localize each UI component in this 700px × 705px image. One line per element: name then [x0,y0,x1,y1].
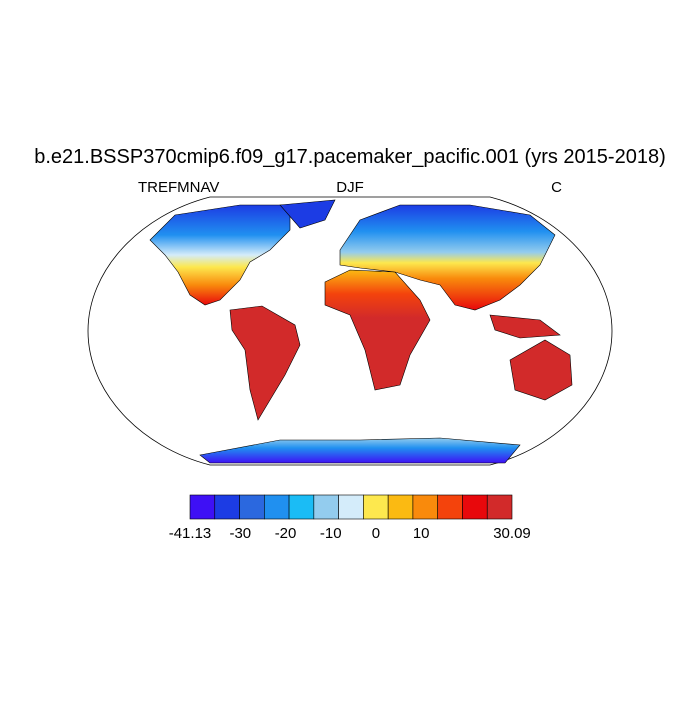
colorbar-box [288,494,315,520]
colorbar: -41.13 -30 -20 -10 0 10 30.09 [169,494,531,542]
colorbar-box [363,494,389,520]
colorbar-box [437,494,463,520]
colorbar-box [264,494,290,520]
eurasia [339,204,556,311]
colorbar-label: -30 [229,525,251,542]
right-label: C [551,179,562,196]
colorbar-label: 10 [413,525,430,542]
map [87,196,613,466]
colorbar-box [239,494,265,520]
colorbar-label: -10 [320,525,342,542]
colorbar-box [338,494,364,520]
colorbar-box [189,494,216,520]
colorbar-label: 30.09 [493,525,531,542]
colorbar-box [313,494,339,520]
title: b.e21.BSSP370cmip6.f09_g17.pacemaker_pac… [34,146,666,168]
africa [324,269,431,391]
australia [509,339,573,401]
indonesia [489,314,561,339]
colorbar-box [387,494,414,520]
colorbar-box [214,494,240,520]
colorbar-box [486,494,513,520]
antarctica [199,437,521,464]
colorbar-box [462,494,488,520]
center-label: DJF [336,179,364,196]
colorbar-label: 0 [372,525,380,542]
left-label: TREFMNAV [138,179,219,196]
colorbar-label: -41.13 [169,525,212,542]
colorbar-label: -20 [275,525,297,542]
south-america [229,305,301,421]
north-america [149,204,291,306]
colorbar-box [412,494,438,520]
greenland [279,199,336,229]
